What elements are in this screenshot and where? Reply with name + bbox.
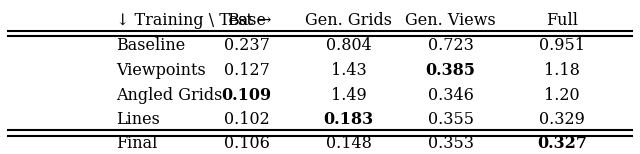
Text: 1.20: 1.20	[545, 87, 580, 103]
Text: 1.43: 1.43	[331, 62, 367, 79]
Text: Final: Final	[116, 135, 157, 152]
Text: Baseline: Baseline	[116, 37, 186, 54]
Text: 0.106: 0.106	[224, 135, 269, 152]
Text: 0.183: 0.183	[324, 111, 374, 128]
Text: 1.18: 1.18	[544, 62, 580, 79]
Text: Gen. Views: Gen. Views	[405, 12, 496, 29]
Text: Base: Base	[227, 12, 266, 29]
Text: 0.148: 0.148	[326, 135, 372, 152]
Text: 0.102: 0.102	[224, 111, 269, 128]
Text: 0.355: 0.355	[428, 111, 474, 128]
Text: 0.346: 0.346	[428, 87, 474, 103]
Text: ↓ Training \ Test →: ↓ Training \ Test →	[116, 12, 271, 29]
Text: 0.327: 0.327	[537, 135, 587, 152]
Text: 0.127: 0.127	[224, 62, 269, 79]
Text: 0.804: 0.804	[326, 37, 372, 54]
Text: 1.49: 1.49	[331, 87, 367, 103]
Text: 0.723: 0.723	[428, 37, 474, 54]
Text: 0.353: 0.353	[428, 135, 474, 152]
Text: Full: Full	[546, 12, 578, 29]
Text: 0.329: 0.329	[540, 111, 585, 128]
Text: Angled Grids: Angled Grids	[116, 87, 223, 103]
Text: 0.385: 0.385	[426, 62, 476, 79]
Text: 0.109: 0.109	[221, 87, 272, 103]
Text: Lines: Lines	[116, 111, 160, 128]
Text: Viewpoints: Viewpoints	[116, 62, 206, 79]
Text: 0.237: 0.237	[224, 37, 269, 54]
Text: Gen. Grids: Gen. Grids	[305, 12, 392, 29]
Text: 0.951: 0.951	[539, 37, 585, 54]
